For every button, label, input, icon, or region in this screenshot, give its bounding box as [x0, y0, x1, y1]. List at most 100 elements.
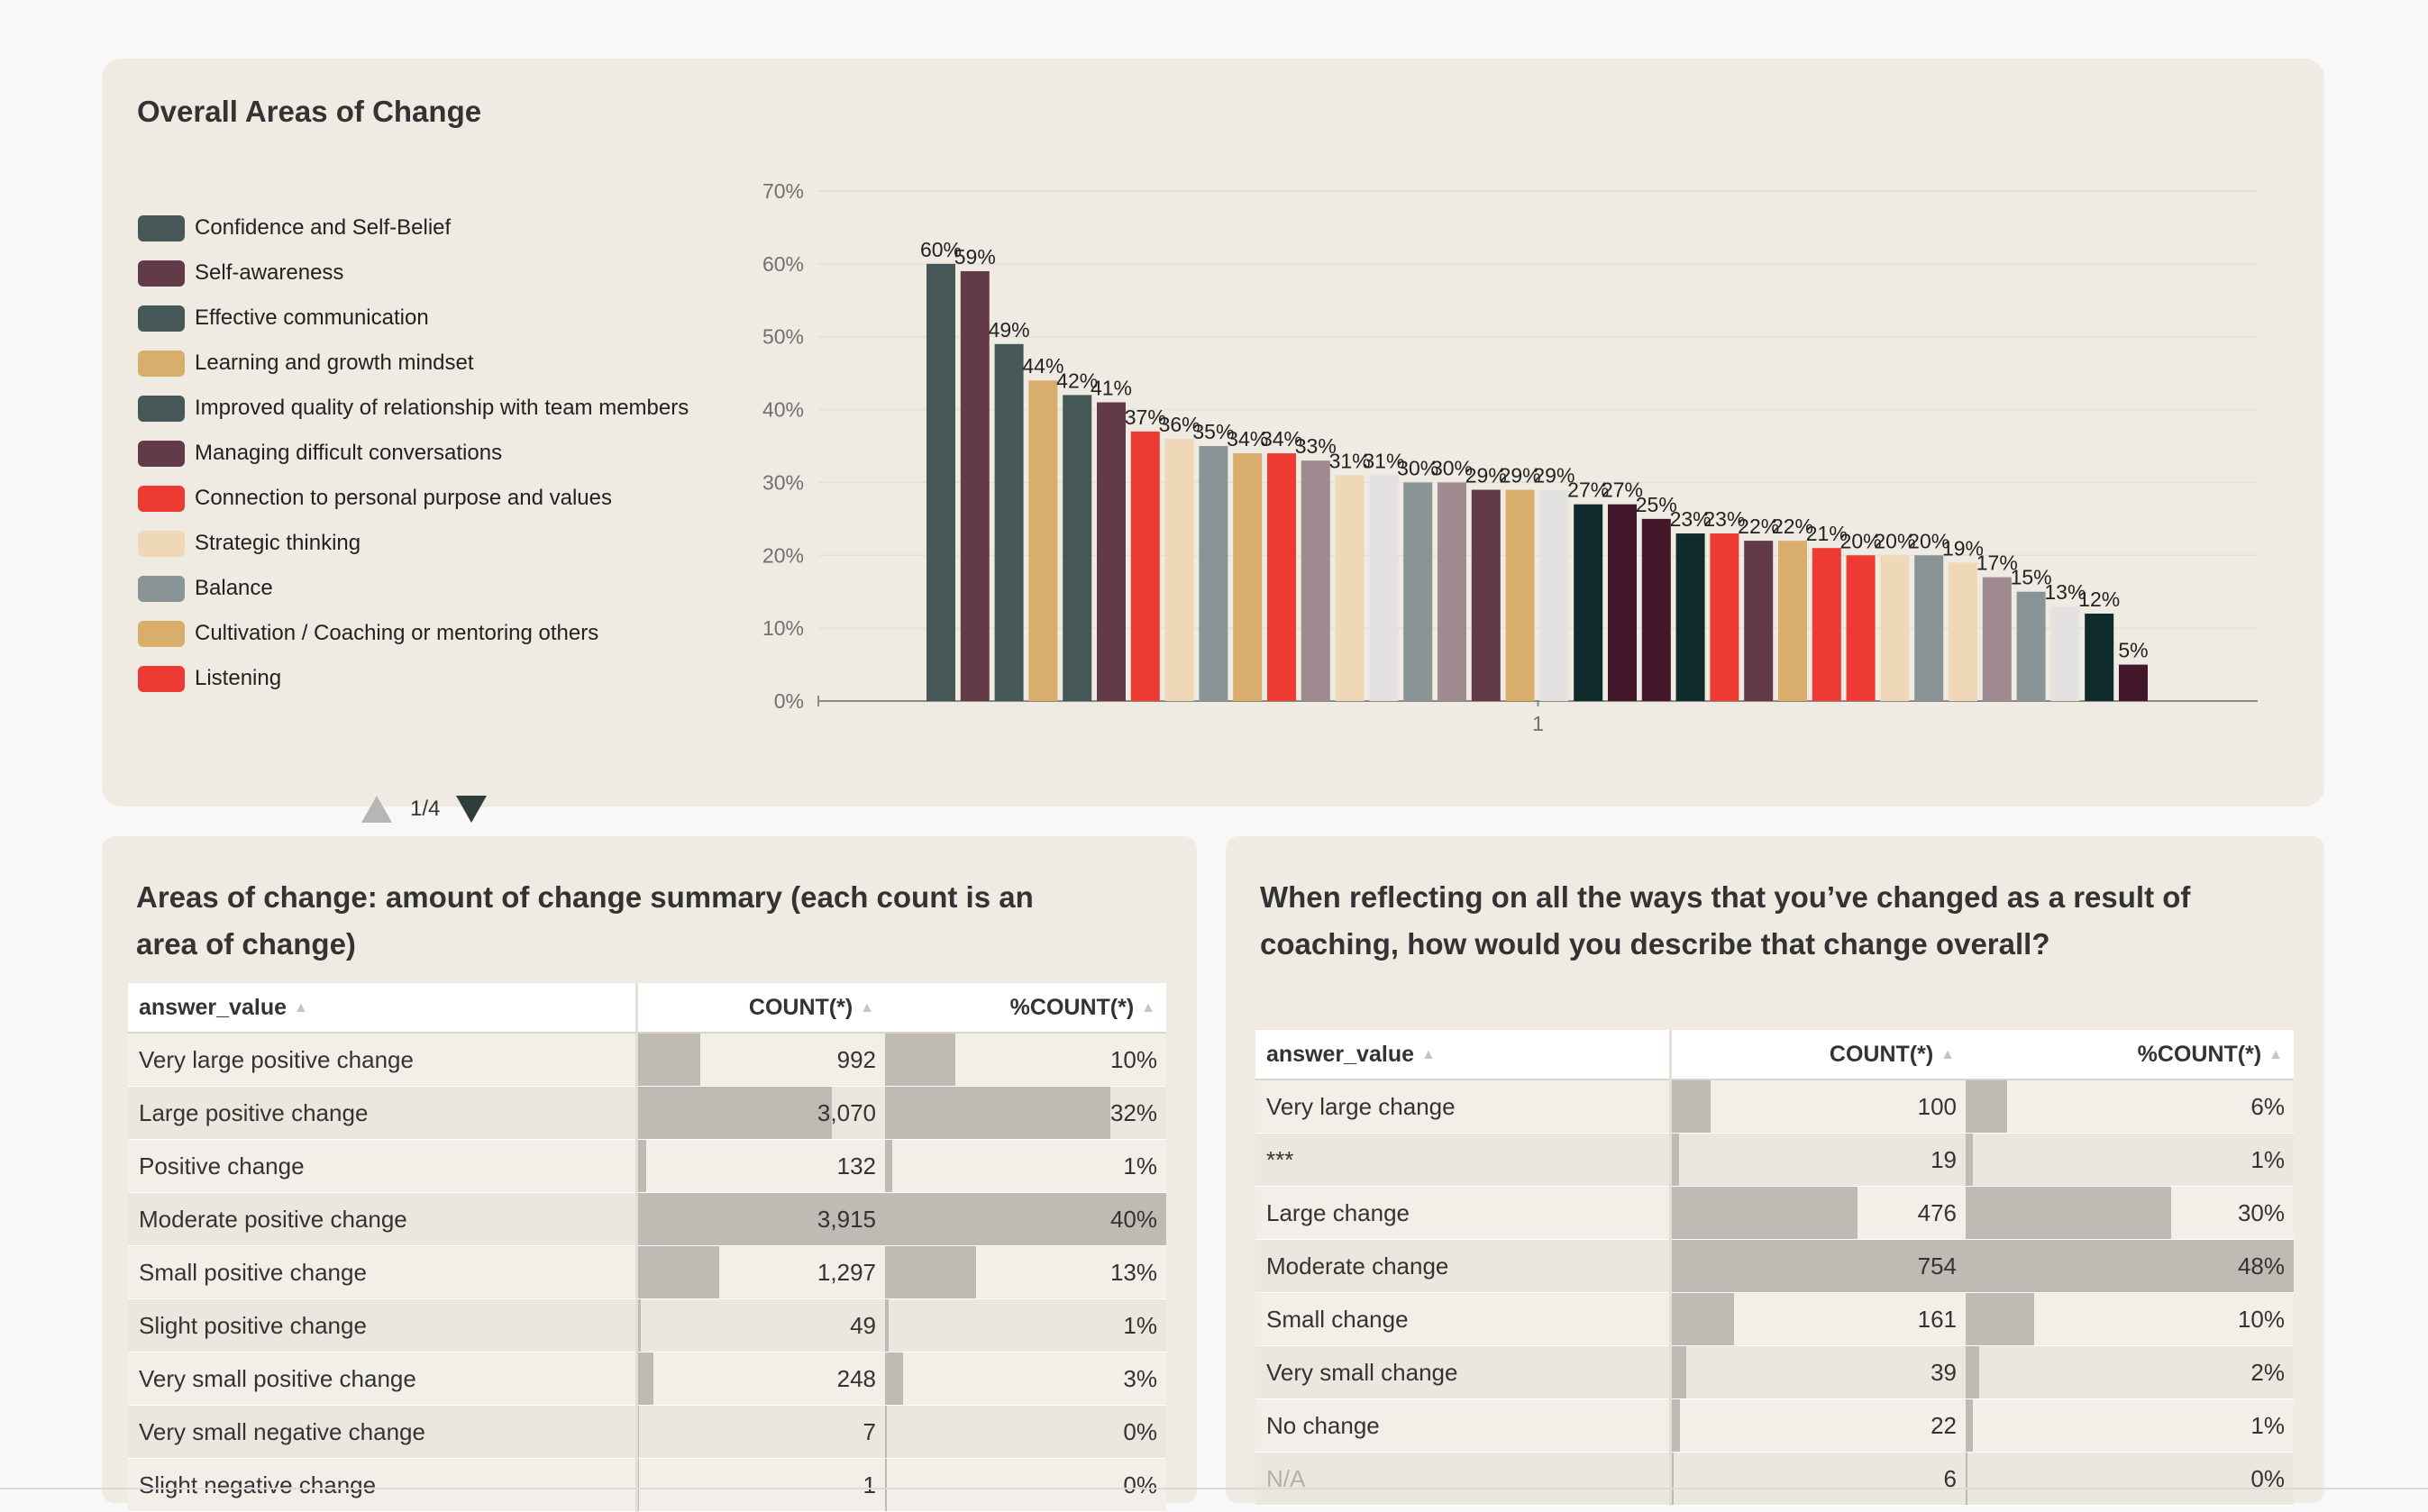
legend-item[interactable]: Balance — [138, 572, 273, 605]
column-header-answer-value[interactable]: answer_value ▲︎ — [1255, 1030, 1672, 1080]
chart-bar[interactable] — [1130, 431, 1160, 701]
chart-bar[interactable] — [1028, 380, 1058, 701]
chart-bar[interactable] — [1164, 438, 1194, 701]
column-header-count[interactable]: COUNT(*) ▲︎ — [636, 983, 885, 1034]
chart-bar[interactable] — [1539, 489, 1569, 701]
value-bar — [885, 1034, 955, 1086]
value-bar — [1966, 1080, 2007, 1133]
triangle-down-icon[interactable] — [456, 796, 488, 823]
count-cell: 3,070 — [636, 1086, 885, 1140]
percent-count-cell-value: 1% — [1123, 1152, 1157, 1180]
chart-bar[interactable] — [1949, 562, 1977, 701]
chart-bar[interactable] — [1403, 482, 1433, 701]
overall-change-panel: When reflecting on all the ways that you… — [1226, 836, 2324, 1506]
legend-item[interactable]: Improved quality of relationship with te… — [138, 392, 689, 424]
triangle-up-icon[interactable] — [361, 796, 392, 823]
chart-bar[interactable] — [960, 270, 990, 701]
count-cell: 7 — [636, 1405, 885, 1459]
legend-swatch — [138, 350, 185, 377]
percent-count-cell: 10% — [1966, 1292, 2294, 1346]
amount-of-change-panel: Areas of change: amount of change summar… — [102, 836, 1197, 1512]
legend-item[interactable]: Self-awareness — [138, 257, 343, 289]
legend-label: Effective communication — [195, 305, 429, 330]
column-header-percent-count[interactable]: %COUNT(*) ▲︎ — [1966, 1030, 2294, 1080]
legend-item[interactable]: Learning and growth mindset — [138, 347, 474, 379]
bar-data-label: 15% — [2011, 566, 2052, 589]
bar-data-label: 19% — [1942, 536, 1984, 560]
chart-bar[interactable] — [1471, 489, 1501, 701]
chart-bar[interactable] — [1505, 489, 1535, 701]
column-header-answer-value[interactable]: answer_value ▲︎ — [128, 983, 638, 1034]
chart-bar[interactable] — [1335, 475, 1365, 701]
legend-item[interactable]: Strategic thinking — [138, 527, 361, 560]
page-bottom-divider — [0, 1488, 2428, 1489]
chart-bar[interactable] — [1880, 555, 1910, 701]
chart-bar[interactable] — [1675, 533, 1705, 701]
chart-bar[interactable] — [1812, 548, 1841, 701]
answer-value-cell: Very small change — [1255, 1345, 1672, 1399]
chart-bar[interactable] — [1846, 555, 1876, 701]
value-bar — [1671, 1187, 1858, 1239]
chart-bar[interactable] — [2016, 591, 2046, 701]
chart-bar[interactable] — [1710, 533, 1739, 701]
sort-icon[interactable]: ▲︎ — [860, 999, 874, 1016]
bar-data-label: 60% — [920, 238, 962, 261]
chart-bar[interactable] — [1778, 541, 1807, 701]
sort-icon[interactable]: ▲︎ — [1940, 1046, 1955, 1062]
count-cell: 19 — [1670, 1133, 1966, 1187]
answer-value-cell: Small positive change — [128, 1245, 638, 1299]
chart-bar[interactable] — [1233, 453, 1263, 701]
sort-icon[interactable]: ▲︎ — [294, 999, 308, 1016]
column-header-percent-count[interactable]: %COUNT(*) ▲︎ — [885, 983, 1166, 1034]
count-cell-value: 476 — [1917, 1199, 1957, 1226]
chart-bar[interactable] — [1063, 395, 1092, 701]
chart-bar[interactable] — [1301, 460, 1330, 701]
legend-item[interactable]: Listening — [138, 662, 281, 695]
chart-bar[interactable] — [1267, 453, 1296, 701]
bar-data-label: 30% — [1431, 456, 1473, 479]
percent-count-cell-value: 48% — [2237, 1252, 2285, 1280]
chart-bar[interactable] — [2085, 613, 2114, 701]
chart-bar[interactable] — [1744, 541, 1774, 701]
value-bar — [885, 1299, 890, 1352]
chart-bar[interactable] — [2050, 606, 2080, 701]
bar-data-label: 34% — [1261, 427, 1302, 451]
chart-bar[interactable] — [1438, 482, 1466, 701]
answer-value-cell: Very large positive change — [128, 1033, 638, 1087]
table-row: *** 19 1% — [1255, 1133, 2294, 1187]
legend-item[interactable]: Effective communication — [138, 302, 429, 334]
column-header-count[interactable]: COUNT(*) ▲︎ — [1670, 1030, 1966, 1080]
legend-item[interactable]: Cultivation / Coaching or mentoring othe… — [138, 617, 598, 650]
value-bar — [637, 1193, 885, 1245]
chart-bar[interactable] — [1914, 555, 1944, 701]
chart-bar[interactable] — [1608, 504, 1637, 701]
value-bar — [1671, 1346, 1687, 1398]
chart-bar[interactable] — [1097, 402, 1126, 701]
table-row: Slight positive change 49 1% — [128, 1298, 1166, 1353]
chart-bar[interactable] — [1199, 446, 1228, 701]
chart-bar[interactable] — [994, 343, 1024, 701]
chart-bar[interactable] — [1641, 518, 1671, 701]
sort-icon[interactable]: ▲︎ — [1141, 999, 1155, 1016]
answer-value-cell: Very small positive change — [128, 1352, 638, 1406]
count-cell: 22 — [1670, 1398, 1966, 1453]
bar-data-label: 22% — [1738, 515, 1779, 538]
chart-bar[interactable] — [1982, 577, 2012, 701]
legend-item[interactable]: Confidence and Self-Belief — [138, 212, 451, 244]
sort-icon[interactable]: ▲︎ — [1421, 1046, 1436, 1062]
chart-bar[interactable] — [1369, 475, 1399, 701]
legend-item[interactable]: Managing difficult conversations — [138, 437, 502, 469]
count-cell-value: 49 — [850, 1312, 876, 1339]
percent-count-cell-value: 0% — [2250, 1465, 2285, 1492]
answer-value-cell: Positive change — [128, 1139, 638, 1193]
chart-bar[interactable] — [2119, 664, 2148, 701]
chart-bar[interactable] — [1574, 504, 1603, 701]
sort-icon[interactable]: ▲︎ — [2268, 1046, 2283, 1062]
legend-label: Balance — [195, 576, 273, 600]
bar-data-label: 27% — [1567, 478, 1609, 502]
count-cell-value: 248 — [836, 1365, 876, 1392]
table-body: Very large positive change 992 10% Large po… — [128, 1033, 1166, 1512]
chart-bar[interactable] — [926, 263, 955, 701]
legend-item[interactable]: Connection to personal purpose and value… — [138, 482, 612, 515]
percent-count-cell: 32% — [885, 1086, 1166, 1140]
